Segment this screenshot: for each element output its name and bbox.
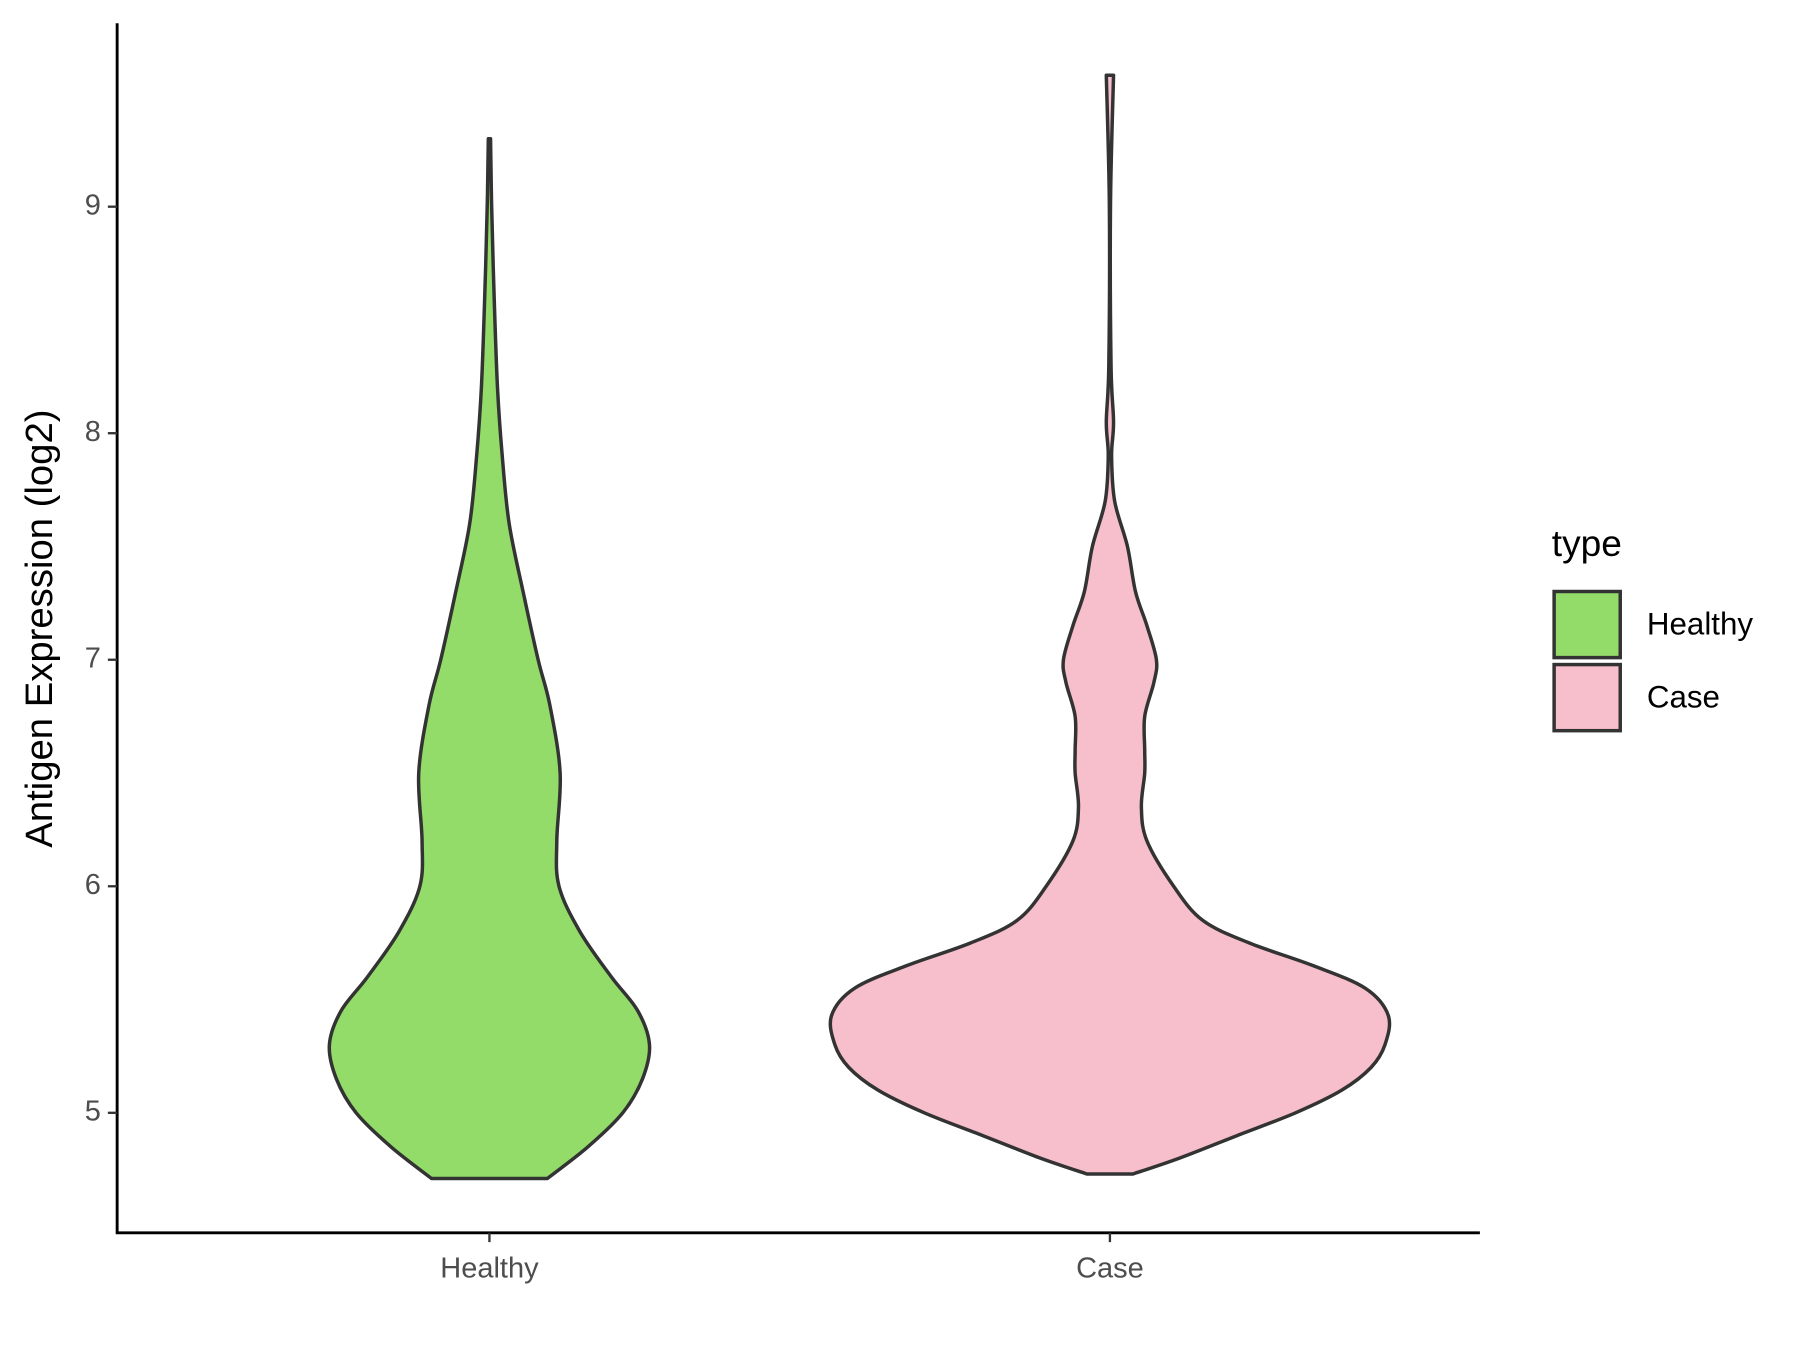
legend-key [1552, 662, 1622, 733]
x-tick-label: Case [1076, 1253, 1144, 1285]
y-tick-label: 5 [85, 1095, 101, 1127]
y-tick-label: 9 [85, 189, 101, 221]
violin [327, 136, 652, 1181]
x-tick-label: Healthy [440, 1253, 539, 1285]
legend-key [1552, 589, 1622, 660]
y-tick-label: 7 [85, 642, 101, 674]
y-tick-label: 8 [85, 416, 101, 448]
legend-label: Healthy [1647, 607, 1753, 642]
legend-title: type [1552, 522, 1622, 564]
y-tick-label: 6 [85, 869, 101, 901]
y-axis-title: Antigen Expression (log2) [18, 410, 61, 848]
violin [828, 73, 1392, 1176]
legend-label: Case [1647, 680, 1720, 715]
